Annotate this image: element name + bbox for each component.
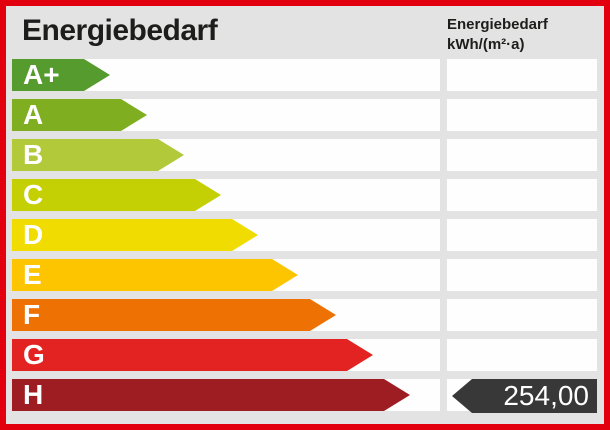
value-cell-A+ [447,59,597,91]
band-cell-G: G [12,339,440,371]
column-divider [440,379,447,411]
scale-row-G: G [12,339,597,371]
value-cell-F [447,299,597,331]
column-divider [440,219,447,251]
band-cell-E: E [12,259,440,291]
band-cell-C: C [12,179,440,211]
scale-row-C: C [12,179,597,211]
band-cell-F: F [12,299,440,331]
scale-row-E: E [12,259,597,291]
value-cell-E [447,259,597,291]
band-bar-B: B [12,139,184,171]
column-divider [440,99,447,131]
band-bar-E: E [12,259,298,291]
value-cell-D [447,219,597,251]
unit-label-line2: kWh/(m²·a) [447,36,525,53]
unit-label-line1: Energiebedarf [447,16,548,33]
band-letter-A: A [23,99,44,130]
value-cell-H: 254,00 [447,379,597,413]
band-bar-A+: A+ [12,59,110,91]
band-bar-F: F [12,299,336,331]
band-bar-A: A [12,99,147,131]
scale-row-B: B [12,139,597,171]
scale-rows: A+ A B C D E F G H 254,00 [12,59,597,419]
band-letter-E: E [23,259,42,290]
value-text: 254,00 [503,380,589,411]
value-cell-B [447,139,597,171]
scale-row-A: A [12,99,597,131]
scale-row-D: D [12,219,597,251]
unit-label: Energiebedarf kWh/(m²·a) [447,15,548,55]
band-cell-A: A [12,99,440,131]
column-divider [440,299,447,331]
band-letter-B: B [23,139,44,170]
band-letter-A+: A+ [23,59,60,90]
scale-row-A+: A+ [12,59,597,91]
column-divider [440,339,447,371]
value-cell-A [447,99,597,131]
column-divider [440,259,447,291]
band-cell-B: B [12,139,440,171]
column-divider [440,59,447,91]
band-letter-D: D [23,219,44,250]
band-letter-F: F [23,299,41,330]
column-divider [440,179,447,211]
scale-row-H: H 254,00 [12,379,597,413]
band-letter-G: G [23,339,45,370]
value-cell-C [447,179,597,211]
band-letter-C: C [23,179,44,210]
band-bar-C: C [12,179,221,211]
band-cell-H: H [12,379,440,411]
page-title: Energiebedarf [22,14,218,47]
value-cell-G [447,339,597,371]
scale-row-F: F [12,299,597,331]
value-tag: 254,00 [452,379,597,413]
band-cell-D: D [12,219,440,251]
band-bar-G: G [12,339,373,371]
band-letter-H: H [23,379,44,410]
band-bar-H: H [12,379,410,411]
column-divider [440,139,447,171]
band-cell-A+: A+ [12,59,440,91]
band-bar-D: D [12,219,258,251]
